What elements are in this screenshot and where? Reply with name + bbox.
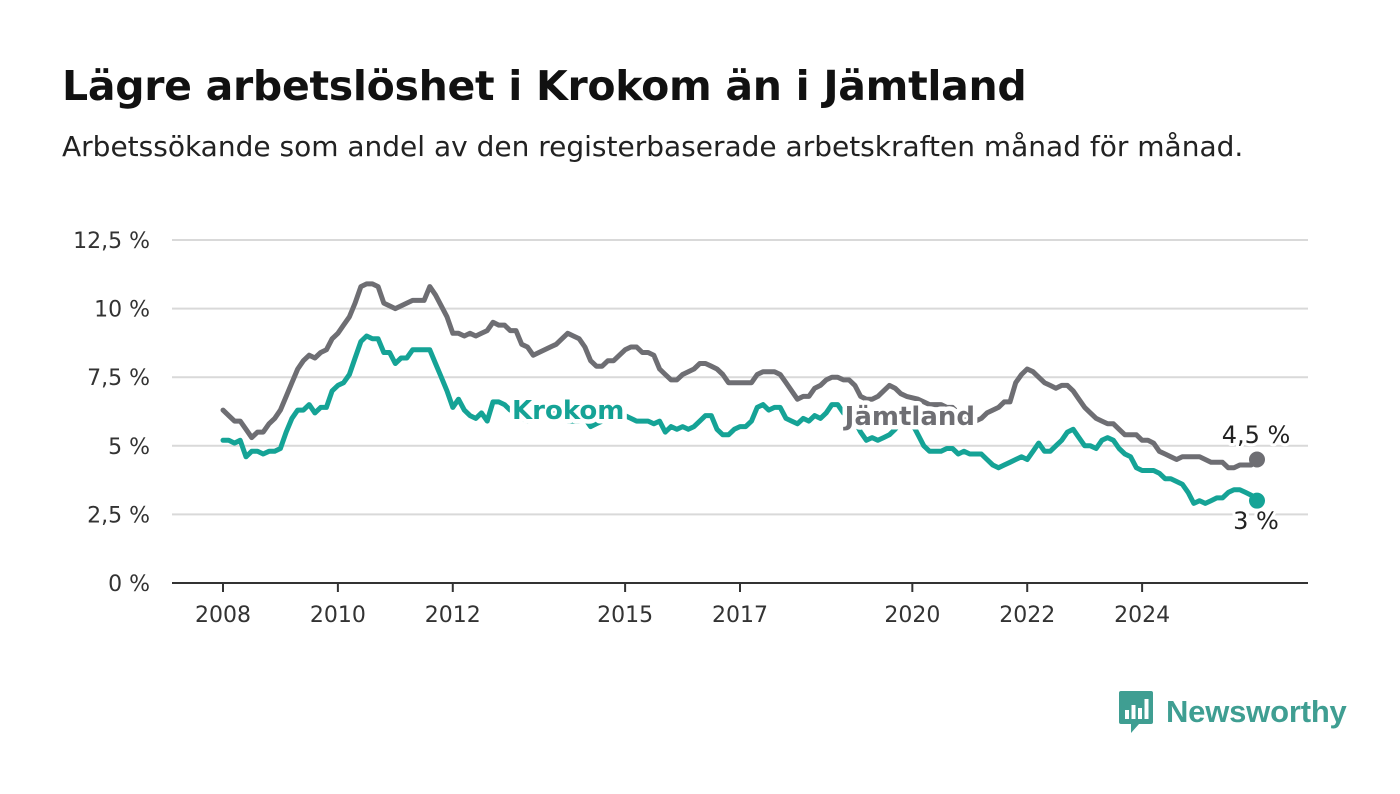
y-tick-label: 5 % [108,435,150,460]
x-tick-label: 2008 [195,603,251,628]
x-tick-label: 2020 [884,603,940,628]
series-line-jmtland [220,281,1260,471]
series-end-value-label: 3 % [1233,507,1279,535]
series-line-krokom [220,333,1260,506]
y-tick-label: 7,5 % [87,366,150,391]
series-end-marker [1249,492,1265,509]
y-tick-label: 10 % [94,298,150,323]
newsworthy-logo-icon [1119,691,1153,733]
y-tick-label: 0 % [108,572,150,597]
series-name-label: Krokom [512,396,624,426]
x-tick-label: 2017 [712,603,768,628]
chart-title: Lägre arbetslöshet i Krokom än i Jämtlan… [62,62,1027,110]
series-labels: Jämtland Krokom 4,5 % 3 % [508,392,1294,539]
series-end-marker [1249,451,1265,468]
x-axis-ticks: 2008 2010 2012 2015 2017 2020 2022 2024 [195,583,1170,628]
series-end-value-label: 4,5 % [1222,421,1291,449]
x-tick-label: 2022 [999,603,1055,628]
brand-name: Newsworthy [1166,694,1347,729]
series-lines [220,281,1265,509]
brand-logo: Newsworthy [1118,688,1347,736]
series-name-label: Jämtland [843,402,975,432]
y-tick-label: 12,5 % [73,229,150,254]
chart-subtitle: Arbetssökande som andel av den registerb… [62,130,1244,163]
x-tick-label: 2010 [310,603,366,628]
x-tick-label: 2024 [1114,603,1170,628]
x-tick-label: 2015 [597,603,653,628]
grid-lines [172,239,1308,516]
x-tick-label: 2012 [425,603,481,628]
y-axis-ticks: 0 % 2,5 % 5 % 7,5 % 10 % 12,5 % [73,229,150,597]
y-tick-label: 2,5 % [87,503,150,528]
